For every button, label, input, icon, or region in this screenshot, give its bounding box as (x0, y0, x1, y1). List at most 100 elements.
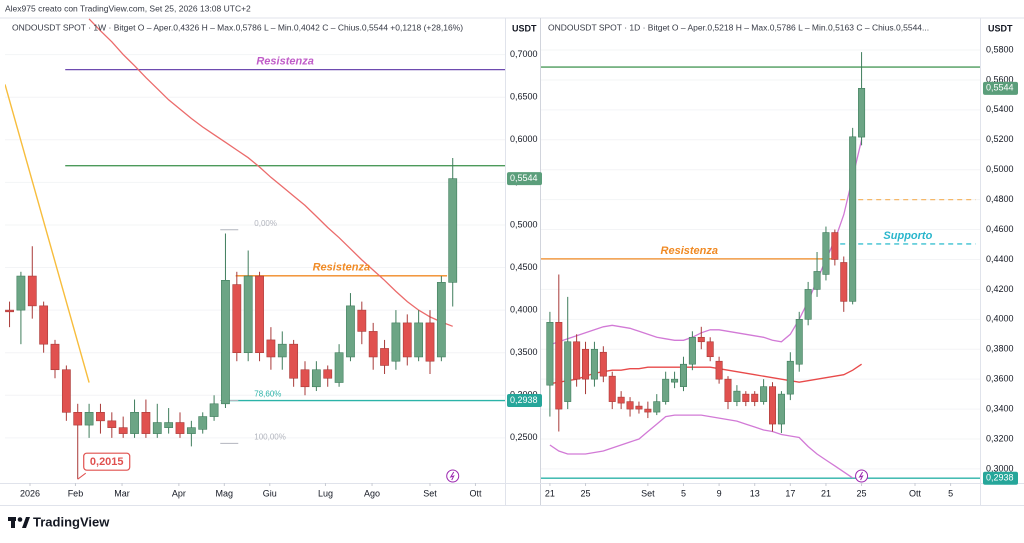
candle-body (679, 363, 687, 387)
candle-body (813, 271, 821, 290)
credit: Alex975 creato con TradingView.com, Set … (5, 3, 251, 13)
y-tick-label: 0,3000 (986, 463, 1014, 473)
candle-body (840, 262, 848, 302)
fib-label: 78,60% (254, 390, 281, 399)
price-label-box (983, 471, 1018, 485)
price-label: 0,2938 (986, 473, 1014, 483)
candle-body (414, 322, 424, 358)
candle-body (209, 403, 219, 417)
y-tick-label: 0,7000 (510, 49, 538, 59)
y-tick-label: 0,4000 (986, 314, 1014, 324)
x-tick-label: Ago (364, 488, 380, 498)
y-tick-label: 0,4400 (986, 254, 1014, 264)
candle-body (849, 136, 857, 302)
candle-body (582, 348, 590, 380)
candle-body (402, 322, 412, 358)
event-icon-bolt (449, 471, 455, 481)
candle-body (777, 393, 785, 425)
trend-line (5, 84, 90, 383)
candle-body (425, 322, 435, 362)
candle-body (831, 232, 839, 260)
y-tick-label: 0,5600 (986, 74, 1014, 84)
x-tick-label: Set (423, 488, 437, 498)
plot (541, 49, 980, 479)
price-label: 0,5544 (986, 83, 1014, 93)
candle-body (733, 390, 741, 402)
y-tick-label: 0,3200 (986, 433, 1014, 443)
candle-body (804, 289, 812, 320)
y-tick-label: 0,3500 (510, 347, 538, 357)
fib-label: 0,00% (254, 219, 277, 228)
candle-body (221, 280, 230, 405)
x-tick-label: 17 (785, 488, 795, 498)
x-tick-label: 5 (681, 488, 686, 498)
level-label: Supporto (883, 230, 932, 242)
fib-label: 100,00% (254, 433, 286, 442)
marker-pointer (77, 472, 87, 480)
candle-body (118, 427, 128, 434)
candle-body (391, 322, 401, 362)
indicator-line (549, 414, 854, 479)
candle-body (289, 343, 299, 379)
candle-body (50, 343, 60, 371)
candle-body (448, 178, 458, 283)
y-tick-label: 0,6000 (510, 134, 538, 144)
y-tick-label: 0,3800 (986, 344, 1014, 354)
brand-name: TradingView (33, 514, 110, 529)
x-tick-label: Feb (68, 488, 84, 498)
candle-body (822, 232, 830, 275)
x-tick-label: 21 (545, 488, 555, 498)
candle-body (599, 351, 607, 377)
chart-legend: ONDOUSDT SPOT · 1W · Bitget O – Aper.0,4… (12, 22, 463, 32)
candle-body (5, 309, 14, 313)
price-label-box (507, 172, 542, 186)
candle-body (27, 275, 37, 307)
x-tick-label: 25 (581, 488, 591, 498)
candle-body (644, 408, 652, 413)
x-tick-label: 21 (821, 488, 831, 498)
x-tick-label: Ott (469, 488, 482, 498)
candle-body (73, 412, 83, 426)
candle-body (130, 412, 139, 434)
candle-body (175, 422, 185, 434)
candle-body (706, 341, 714, 358)
currency: USDT (512, 23, 537, 33)
x-tick-label: Lug (318, 488, 333, 498)
price-label: 0,2938 (510, 395, 538, 405)
x-tick-label: 2026 (20, 488, 40, 498)
y-tick-label: 0,4800 (986, 194, 1014, 204)
candle-body (590, 348, 598, 380)
candle-body (141, 412, 151, 434)
candle-body (662, 378, 670, 402)
candle-body (858, 88, 866, 138)
y-tick-label: 0,4200 (986, 284, 1014, 294)
plot (5, 18, 505, 480)
candle-body (232, 284, 242, 353)
candle-body (626, 401, 634, 410)
candle-body (39, 305, 49, 345)
candle-body (96, 412, 105, 422)
event-icon-bolt (858, 471, 864, 481)
y-tick-label: 0,5400 (986, 104, 1014, 114)
y-tick-label: 0,3400 (986, 403, 1014, 413)
currency: USDT (988, 23, 1013, 33)
y-tick-label: 0,5000 (510, 219, 538, 229)
marker-label: 0,2015 (90, 456, 124, 468)
x-tick-label: 25 (857, 488, 867, 498)
candle-body (724, 378, 732, 402)
y-tick-label: 0,4500 (510, 262, 538, 272)
candle-body (786, 360, 794, 395)
candle-body (671, 378, 679, 383)
y-tick-label: 0,3600 (986, 374, 1014, 384)
x-tick-label: 5 (948, 488, 953, 498)
candle-body (697, 336, 705, 343)
candle-body (198, 416, 208, 430)
candle-body (573, 341, 581, 380)
x-tick-label: 9 (717, 488, 722, 498)
candle-body (300, 369, 310, 388)
candle-body (311, 369, 321, 388)
chart-legend: ONDOUSDT SPOT · 1D · Bitget O – Aper.0,5… (548, 22, 929, 32)
candle-body (635, 405, 643, 410)
candle-body (266, 339, 276, 358)
